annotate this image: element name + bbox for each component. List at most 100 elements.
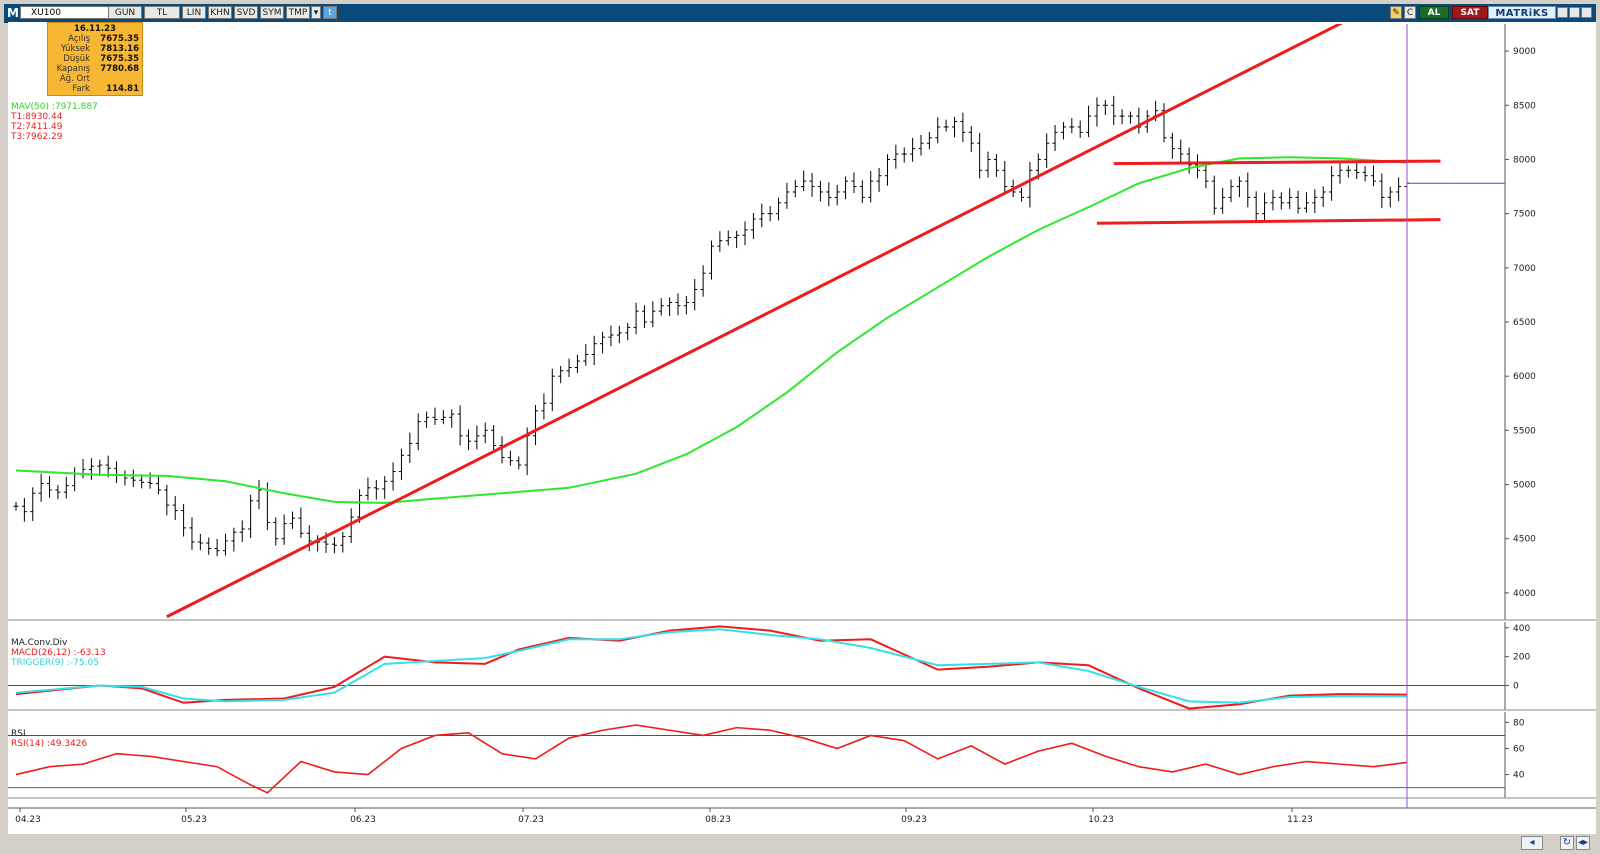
price-bar [767, 206, 773, 222]
price-bar [608, 325, 614, 347]
price-bar [1178, 139, 1184, 164]
twitter-icon[interactable]: t [323, 6, 337, 19]
price-bar [1052, 124, 1058, 152]
info-label: Fark [72, 84, 90, 94]
ma50-line [15, 156, 1408, 504]
toolbar: M XU100 GUN TL LIN KHN SVD SYM TMP ▾ t ✎… [4, 4, 1596, 23]
price-bar [884, 154, 890, 186]
info-value: 7675.35 [100, 34, 139, 44]
price-bar [164, 484, 170, 516]
price-bar [331, 536, 337, 554]
chart-area[interactable]: 4000 4500 5000 5500 6000 6500 7000 7500 8000 8500… [8, 22, 1596, 840]
price-bar [1161, 103, 1167, 143]
price-bar [398, 448, 404, 480]
price-bar [474, 425, 480, 450]
x-tick-label: 04.23 [15, 815, 41, 825]
price-bar [357, 489, 363, 523]
price-bar [214, 538, 220, 557]
price-bar [348, 508, 354, 544]
price-bar [935, 117, 941, 144]
price-bar [1387, 186, 1393, 208]
price-bar [952, 116, 958, 138]
price-bar [1278, 192, 1284, 210]
scroll-arrows-icon[interactable]: ◂▸ [1576, 836, 1590, 850]
price-bar [1345, 165, 1351, 178]
y-tick-label: 5000 [1513, 481, 1536, 491]
restore-icon[interactable] [1569, 7, 1580, 18]
price-bar [910, 137, 916, 162]
price-bar [1396, 177, 1402, 202]
price-bar [306, 525, 312, 552]
price-bar [189, 517, 195, 550]
price-bar [734, 230, 740, 249]
price-bar [231, 527, 237, 552]
price-bar [206, 537, 212, 555]
price-bar [239, 520, 245, 543]
info-label: Açılış [68, 34, 90, 44]
t1-label: T1:8930.44 [11, 112, 63, 122]
y-tick-label: 8000 [1513, 155, 1536, 165]
linear-button[interactable]: LIN [182, 6, 206, 19]
scroll-left-icon[interactable]: ◂ [1521, 836, 1543, 850]
price-bar [290, 511, 296, 529]
info-row-close: Kapanış 7780.68 [48, 64, 142, 74]
price-bar [1337, 163, 1343, 184]
x-tick-label: 08.23 [705, 815, 731, 825]
refresh-chart-icon[interactable]: ↻ [1560, 836, 1574, 850]
trendline-1 [166, 24, 1343, 619]
price-bar [641, 305, 647, 328]
chart-svg[interactable]: 4000450050005500600065007000750080008500… [8, 22, 1596, 840]
macd-label: MACD(26,12) :-63.13 [11, 648, 106, 658]
mav-label: MAV(50) :7971.887 [11, 102, 98, 112]
price-bar [742, 221, 748, 246]
close-icon[interactable] [1581, 7, 1592, 18]
price-bar [390, 462, 396, 491]
dropdown-arrow-icon[interactable]: ▾ [311, 6, 321, 19]
tmp-button[interactable]: TMP [286, 6, 310, 19]
khn-button[interactable]: KHN [208, 6, 232, 19]
refresh-icon[interactable]: C [1404, 6, 1416, 19]
svd-button[interactable]: SVD [234, 6, 258, 19]
price-bar [1111, 95, 1117, 126]
rsi-line [15, 724, 1408, 794]
price-bar [30, 487, 36, 521]
edit-icon[interactable]: ✎ [1390, 6, 1402, 19]
price-bar [1203, 162, 1209, 189]
price-bar [1211, 175, 1217, 215]
info-row-high: Yüksek 7813.16 [48, 44, 142, 54]
trigger-line [15, 628, 1407, 704]
price-bar [633, 302, 639, 335]
sym-button[interactable]: SYM [260, 6, 284, 19]
price-bar [1287, 188, 1293, 209]
x-tick-label: 06.23 [350, 815, 376, 825]
x-tick-label: 11.23 [1287, 815, 1313, 825]
price-bar [1077, 120, 1083, 138]
y-tick-label: 40 [1513, 771, 1525, 781]
price-bar [457, 405, 463, 446]
macd-panel: 0 200 400 [8, 622, 1596, 711]
y-tick-label: 7500 [1513, 210, 1536, 220]
period-button[interactable]: GUN [108, 6, 142, 19]
price-bar [675, 293, 681, 316]
price-bar [1186, 147, 1192, 174]
info-value: 7813.16 [100, 44, 139, 54]
price-bar [1270, 189, 1276, 211]
buy-button[interactable]: AL [1419, 6, 1449, 19]
price-bar [625, 322, 631, 341]
price-bar [181, 504, 187, 537]
minimize-icon[interactable] [1557, 7, 1568, 18]
x-axis: 04.23 05.23 06.23 07.23 08.23 09.23 10.23 11.23 [8, 807, 1596, 825]
price-bar [843, 176, 849, 200]
trigger-label: TRIGGER(9) :-75.05 [11, 658, 99, 668]
panel-background [8, 24, 1596, 620]
currency-button[interactable]: TL [144, 6, 180, 19]
price-bar [281, 514, 287, 545]
info-row-avg: Ağ. Ort [48, 74, 142, 84]
symbol-input[interactable]: XU100 [20, 6, 110, 19]
price-bar [600, 331, 606, 354]
trendline-3 [1113, 159, 1441, 166]
sell-button[interactable]: SAT [1452, 6, 1488, 19]
price-bar [541, 393, 547, 420]
rsi-label: RSI(14) :49.3426 [11, 739, 88, 749]
